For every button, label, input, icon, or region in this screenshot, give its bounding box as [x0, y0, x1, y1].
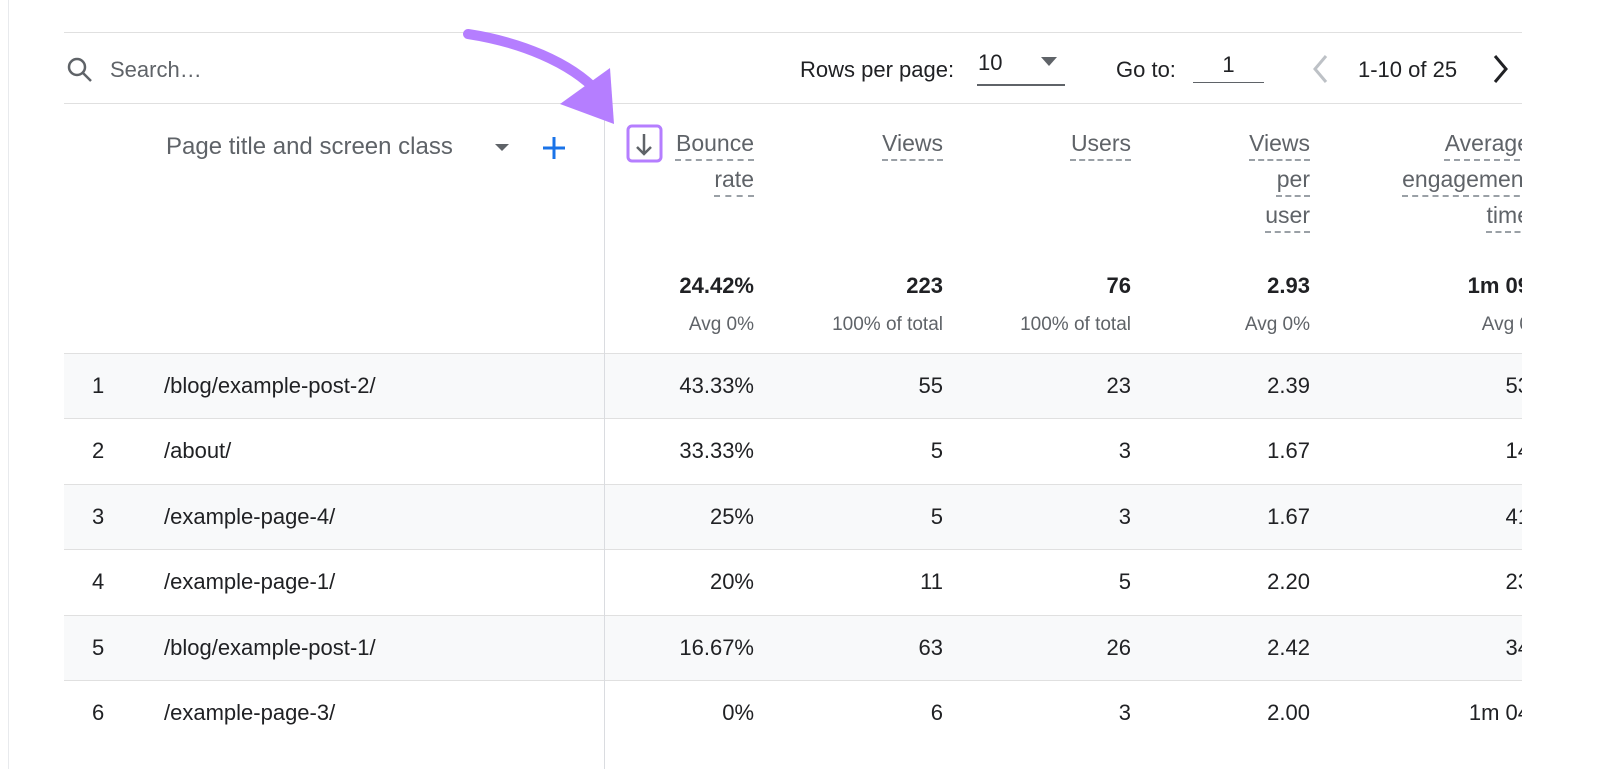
metric-columns: Bounce rate 24.42% Avg 0% Views 223 100% of t… [604, 103, 1522, 769]
table-row [64, 680, 1522, 745]
search-input[interactable]: Search… [110, 57, 202, 82]
dropdown-caret[interactable] [1040, 56, 1060, 68]
page-path: /example-page-4/ [164, 503, 336, 529]
page-path: /blog/example-post-2/ [164, 373, 376, 398]
rows-per-page-label: Rows per page: [800, 57, 955, 82]
dimension-caret[interactable] [494, 143, 512, 153]
metric-cell: 0% [722, 700, 754, 725]
rows-per-page-value[interactable]: 10 [978, 50, 1003, 75]
metric-cell: 23 [1505, 569, 1522, 595]
metric-cell: 33.33% [679, 438, 754, 464]
page-range: 1-10 of 25 [1358, 57, 1458, 82]
table-row [64, 483, 1522, 549]
left-border [8, 0, 9, 769]
prev-page[interactable] [1310, 54, 1332, 84]
total-value: 24.42% [679, 273, 754, 298]
metric-cell: 11 [920, 569, 943, 595]
column-divider [604, 103, 605, 769]
page-path: /about/ [164, 438, 232, 464]
column-header[interactable]: Average engagement time [1402, 125, 1522, 233]
page-path: /blog/example-post-1/ [164, 634, 376, 660]
go-to-label: Go to: [1116, 57, 1176, 82]
total-note: Avg 0% [1244, 314, 1310, 335]
metric-cell: 14 [1505, 438, 1522, 464]
toolbar-bottom-line [64, 103, 1522, 104]
metric-cell: 25% [709, 503, 754, 529]
metric-cell: 26 [1106, 634, 1131, 660]
go-to-input[interactable]: 1 [1222, 52, 1235, 77]
metric-cell: 1.67 [1267, 503, 1310, 529]
row-index: 6 [92, 700, 105, 725]
metric-cell: 5 [1118, 569, 1131, 595]
column-header-text[interactable]: Average engagement time [1402, 130, 1522, 228]
search-icon[interactable] [66, 56, 94, 84]
row-index: 5 [92, 634, 105, 660]
total-value: 2.93 [1267, 273, 1310, 298]
total-value: 1m 09 [1467, 273, 1522, 298]
total-note: Avg 0 [1481, 314, 1522, 335]
metric-cell: 2.42 [1267, 634, 1310, 660]
metric-cell: 3 [1118, 438, 1131, 464]
table-row [64, 353, 1522, 418]
table-row [64, 418, 1522, 484]
column-header[interactable]: Views [882, 125, 943, 161]
metric-cell: 63 [918, 634, 943, 660]
metric-cell: 5 [930, 438, 943, 464]
metric-cell: 1.67 [1267, 438, 1310, 464]
metric-cell: 41 [1505, 503, 1522, 529]
row-index: 1 [92, 373, 105, 398]
row-index: 2 [92, 438, 105, 464]
metric-cell: 2.20 [1267, 569, 1310, 595]
total-note: 100% of total [832, 314, 943, 335]
metric-cell: 16.67% [679, 634, 754, 660]
total-note: 100% of total [1020, 314, 1131, 335]
page-path: /example-page-1/ [164, 569, 336, 595]
total-value: 223 [906, 273, 943, 298]
metric-cell: 20% [709, 569, 754, 595]
column-header-text[interactable]: Users [1070, 130, 1131, 156]
metric-cell: 34 [1505, 634, 1522, 660]
total-value: 76 [1106, 273, 1131, 298]
column-header[interactable]: Users [1071, 125, 1131, 161]
metric-cell: 23 [1106, 373, 1131, 398]
dimension-header[interactable]: Page title and screen class [166, 133, 453, 160]
metric-cell: 1m 04 [1468, 700, 1522, 725]
metric-cell: 3 [1118, 503, 1131, 529]
metric-cell: 3 [1118, 700, 1131, 725]
metric-cell: 43.33% [679, 373, 754, 398]
table-row [64, 549, 1522, 615]
go-to-underline [1193, 82, 1264, 83]
row-index: 4 [92, 569, 105, 595]
total-note: Avg 0% [688, 314, 754, 335]
row-index: 3 [92, 503, 105, 529]
column-header[interactable]: Views per user [1249, 125, 1310, 233]
metric-cell: 55 [918, 373, 943, 398]
page-path: /example-page-3/ [164, 700, 336, 725]
column-header-text[interactable]: Bounce rate [675, 130, 754, 192]
metric-cell: 53 [1505, 373, 1522, 398]
add-dimension[interactable] [541, 135, 567, 161]
metric-cell: 6 [930, 700, 943, 725]
column-header-text[interactable]: Views [882, 130, 943, 156]
metric-cell: 5 [930, 503, 943, 529]
next-page[interactable] [1490, 54, 1512, 84]
metric-cell: 2.39 [1267, 373, 1310, 398]
toolbar-top-line [64, 32, 1522, 33]
table-row [64, 614, 1522, 680]
dropdown-underline [977, 84, 1065, 86]
column-header-text[interactable]: Views per user [1249, 130, 1310, 228]
column-header[interactable]: Bounce rate [676, 125, 754, 197]
metric-cell: 2.00 [1267, 700, 1310, 725]
